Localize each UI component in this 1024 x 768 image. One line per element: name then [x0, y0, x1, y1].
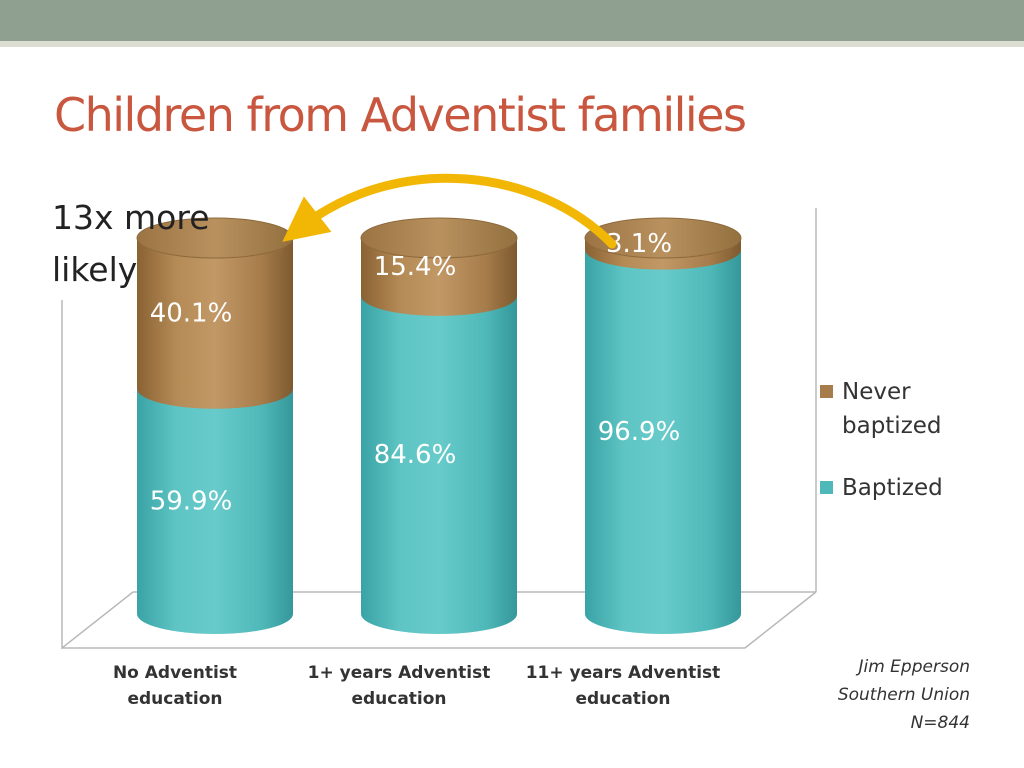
data-label-baptized: 84.6%	[374, 440, 457, 470]
data-label-never-baptized: 40.1%	[150, 298, 233, 328]
legend-label-baptized: Baptized	[842, 475, 943, 501]
source-org: Southern Union	[837, 685, 970, 705]
x-axis-label-no-adventist-education: No Adventist education	[112, 663, 238, 709]
source-note: Jim Epperson Southern Union N=844	[770, 653, 970, 737]
data-label-baptized: 96.9%	[598, 417, 681, 447]
legend-swatch-baptized	[820, 481, 833, 494]
callout-text: 13x more likely	[52, 198, 210, 289]
source-sample-size: N=844	[910, 713, 970, 733]
x-axis-label-1-years-adventist-education: 1+ years Adventist education	[307, 663, 491, 709]
bar-never-baptized	[137, 238, 293, 409]
bar-group-11-years-adventist-education	[584, 217, 742, 634]
data-label-baptized: 59.9%	[150, 486, 233, 516]
top-banner-stripe	[0, 41, 1024, 47]
data-label-never-baptized: 15.4%	[374, 252, 457, 282]
bar-group-no-adventist-education	[136, 217, 294, 634]
bar-top-cap	[360, 217, 518, 259]
top-banner	[0, 0, 1024, 41]
bar-top-cap	[584, 217, 742, 259]
data-label-never-baptized: 3.1%	[606, 229, 672, 259]
bar-baptized	[585, 249, 741, 634]
bar-group-1-years-adventist-education	[360, 217, 518, 634]
bar-baptized	[137, 388, 293, 634]
source-author: Jim Epperson	[858, 657, 970, 677]
x-axis-label-11-years-adventist-education: 11+ years Adventist education	[525, 663, 721, 709]
legend-label-never-baptized: Never baptized	[842, 379, 942, 439]
legend-swatch-never-baptized	[820, 385, 833, 398]
bar-baptized	[361, 295, 517, 634]
slide-title: Children from Adventist families	[54, 88, 747, 142]
annotation-arrow	[282, 173, 617, 249]
bar-never-baptized	[361, 238, 517, 316]
